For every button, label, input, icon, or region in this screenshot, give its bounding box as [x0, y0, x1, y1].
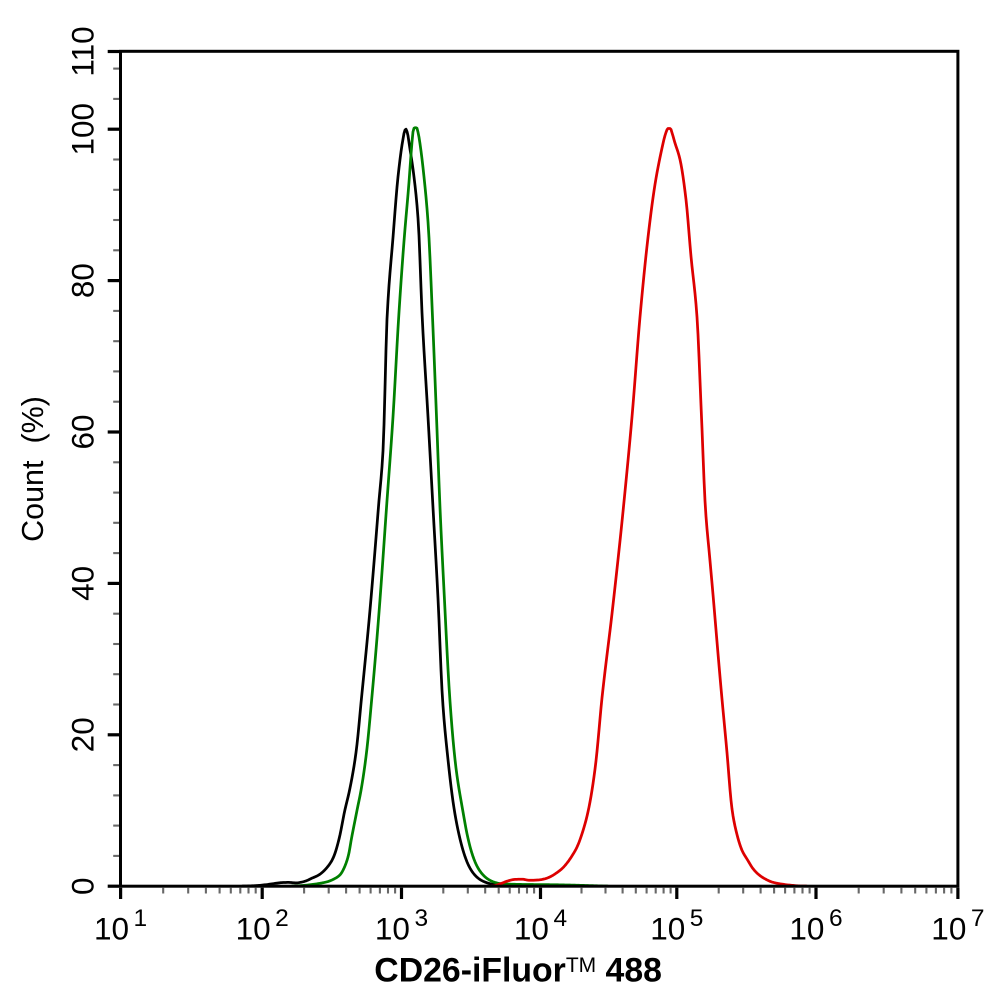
svg-text:60: 60: [65, 414, 101, 449]
svg-text:0: 0: [65, 877, 101, 895]
svg-text:40: 40: [65, 566, 101, 601]
svg-text:110: 110: [65, 26, 101, 76]
svg-text:Count (%): Count (%): [16, 396, 50, 542]
svg-text:100: 100: [65, 103, 101, 156]
svg-text:80: 80: [65, 263, 101, 298]
svg-text:106: 10 6: [789, 905, 842, 947]
svg-text:20: 20: [65, 717, 101, 752]
svg-text:CD26-iFluorTM 488: CD26-iFluorTM 488: [374, 952, 662, 990]
